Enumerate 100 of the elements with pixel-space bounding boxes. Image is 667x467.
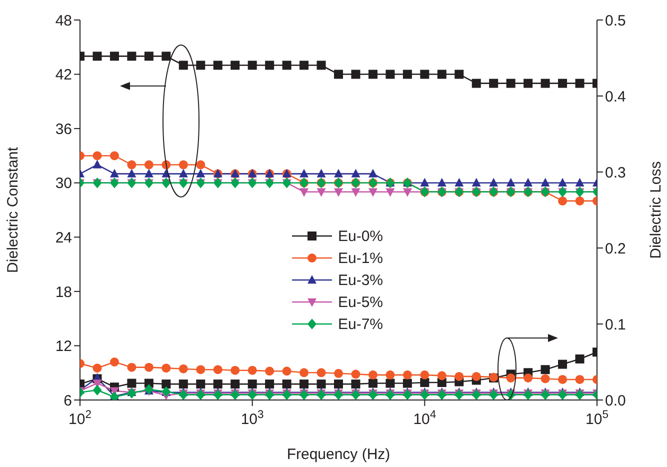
point [334, 368, 343, 378]
point [506, 178, 516, 186]
point [265, 366, 274, 376]
y-tick-label: 36 [55, 120, 72, 138]
point [265, 60, 274, 70]
point [282, 60, 292, 70]
point [540, 78, 550, 88]
point [575, 374, 584, 384]
point [558, 196, 568, 206]
point [540, 178, 550, 186]
point [575, 354, 584, 364]
point [300, 60, 309, 70]
point [213, 60, 222, 70]
y2-tick-label: 0.2 [605, 240, 626, 258]
point [316, 188, 326, 197]
point [454, 178, 464, 186]
point [213, 365, 222, 374]
y-axis-title: Dielectric Constant [4, 146, 22, 273]
point [196, 365, 206, 374]
y2-tick-label: 0.4 [605, 88, 626, 106]
point [248, 60, 257, 70]
y-tick-label: 24 [55, 229, 72, 246]
point [454, 372, 464, 381]
point [144, 168, 154, 178]
point [178, 160, 188, 170]
point [351, 70, 360, 79]
point [300, 380, 309, 389]
point [454, 70, 464, 79]
point [386, 188, 395, 197]
point [196, 380, 206, 389]
point [351, 370, 360, 379]
point [386, 370, 395, 380]
point [196, 168, 206, 178]
point [248, 366, 257, 375]
point [575, 196, 584, 206]
point [110, 52, 119, 61]
point [300, 168, 309, 178]
point [196, 160, 206, 170]
x-tick-label: 10$^{3}$ [240, 409, 264, 428]
point [524, 178, 533, 186]
point [558, 374, 568, 384]
point [351, 380, 360, 389]
legend-label: Eu-7% [338, 316, 384, 332]
x-tick-label: 10$^{4}$ [413, 409, 436, 428]
point [127, 160, 136, 170]
point [524, 78, 533, 88]
point [437, 371, 446, 380]
y-tick-label: 12 [55, 338, 72, 356]
y2-tick-label: 0.5 [605, 12, 626, 30]
point [334, 70, 343, 79]
point [265, 380, 274, 389]
point [127, 362, 136, 372]
point [178, 168, 188, 178]
x-axis-title: Frequency (Hz) [286, 446, 390, 463]
point [540, 365, 550, 374]
point [92, 52, 102, 61]
point [334, 168, 343, 178]
point [316, 168, 326, 178]
y2-axis-title: Dielectric Loss [647, 161, 664, 259]
point [92, 384, 102, 396]
point [127, 52, 136, 61]
point [386, 378, 395, 388]
x-tick-label: 10$^{2}$ [68, 409, 92, 428]
point [368, 378, 378, 388]
point [196, 60, 206, 70]
point [558, 360, 568, 369]
point [351, 168, 360, 178]
point [540, 374, 550, 384]
point [92, 364, 102, 373]
point [144, 160, 154, 170]
point [402, 70, 412, 79]
point [420, 178, 430, 186]
point [230, 60, 240, 70]
point [162, 380, 171, 389]
point [558, 78, 568, 88]
point [144, 52, 154, 61]
point [230, 380, 240, 389]
y-tick-label: 30 [55, 175, 72, 192]
point [437, 178, 446, 186]
point [420, 70, 430, 79]
y-tick-label: 42 [55, 66, 72, 84]
point [558, 178, 568, 186]
y2-tick-label: 0.3 [605, 164, 626, 182]
point [110, 151, 119, 160]
legend-label: Eu-1% [338, 250, 384, 266]
point [282, 366, 292, 376]
x-tick-label: 10$^{5}$ [586, 409, 608, 428]
point [282, 380, 292, 389]
point [334, 380, 343, 389]
point [472, 178, 481, 186]
point [110, 358, 119, 366]
y2-tick-label: 0.1 [605, 316, 626, 334]
point [351, 188, 360, 197]
y-tick-label: 6 [64, 392, 72, 410]
point [178, 380, 188, 389]
point [300, 188, 309, 197]
y-tick-label: 18 [55, 284, 72, 301]
point [300, 368, 309, 378]
y-tick-label: 48 [55, 12, 72, 30]
point [368, 70, 378, 79]
